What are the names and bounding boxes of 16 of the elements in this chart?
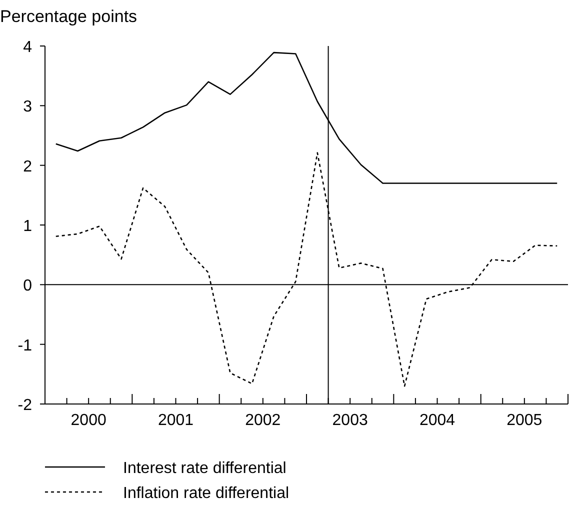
y-tick-label: -2 xyxy=(18,397,32,414)
y-tick-label: -1 xyxy=(18,337,32,354)
x-tick-label: 2005 xyxy=(506,412,542,429)
y-tick-label: 1 xyxy=(23,218,32,235)
legend-label: Inflation rate differential xyxy=(123,485,290,502)
y-tick-label: 2 xyxy=(23,158,32,176)
x-tick-label: 2004 xyxy=(419,412,456,429)
y-tick-label: 4 xyxy=(23,39,32,56)
x-tick-label: 2001 xyxy=(158,412,194,429)
x-tick-label: 2000 xyxy=(70,412,106,429)
legend-label: Interest rate differential xyxy=(123,460,286,477)
y-tick-label: 0 xyxy=(23,278,32,295)
x-tick-label: 2002 xyxy=(245,412,281,429)
x-tick-label: 2003 xyxy=(332,412,368,429)
y-tick-label: 3 xyxy=(23,98,32,116)
y-axis-title: Percentage points xyxy=(0,7,138,26)
